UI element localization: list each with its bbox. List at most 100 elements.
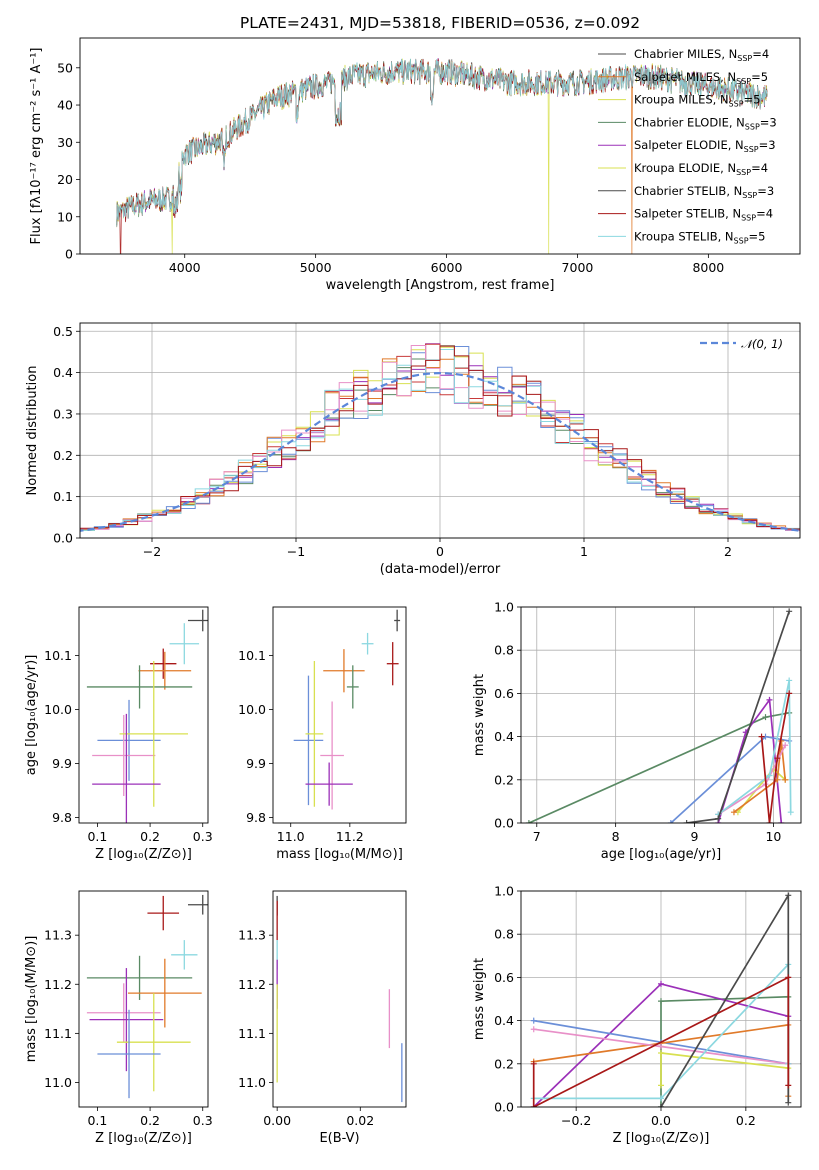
axes-frame bbox=[79, 322, 801, 539]
y-tick-label: 0.5 bbox=[53, 324, 73, 339]
y-tick-label: 10.1 bbox=[44, 648, 72, 663]
legend-entry: Chabrier STELIB, NSSP=3 bbox=[634, 184, 774, 200]
figure-title: PLATE=2431, MJD=53818, FIBERID=0536, z=0… bbox=[240, 14, 640, 32]
y-tick-label: 11.2 bbox=[44, 977, 72, 992]
weight-line bbox=[660, 1052, 789, 1086]
weight-marker bbox=[715, 815, 722, 822]
y-tick-label: 1.0 bbox=[494, 884, 514, 899]
x-axis-label: E(B-V) bbox=[319, 1131, 359, 1146]
legend-entry: Salpeter MILES, NSSP=5 bbox=[634, 70, 768, 86]
legend: Chabrier MILES, NSSP=4 Salpeter MILES, NS… bbox=[598, 47, 777, 245]
weight-line bbox=[528, 711, 790, 823]
plot-area bbox=[116, 58, 768, 254]
axes-frame bbox=[520, 606, 802, 824]
weight-marker bbox=[658, 1095, 664, 1102]
x-axis-label: Z [log₁₀(Z/Z⊙)] bbox=[613, 1131, 710, 1146]
x-tick-label: 0.0 bbox=[651, 1113, 671, 1128]
y-tick-label: 0.4 bbox=[53, 365, 73, 380]
weight-marker bbox=[782, 742, 789, 749]
x-tick-label: 0.2 bbox=[736, 1113, 756, 1128]
legend-entry: Kroupa ELODIE, NSSP=4 bbox=[634, 161, 768, 177]
weight-marker bbox=[778, 820, 785, 823]
y-tick-label: 0.4 bbox=[494, 1013, 514, 1028]
y-tick-label: 0.6 bbox=[494, 970, 514, 985]
x-tick-label: −1 bbox=[287, 544, 305, 559]
spectrum-line bbox=[116, 58, 768, 227]
weight-marker bbox=[530, 1026, 537, 1033]
y-tick-label: 10 bbox=[57, 209, 73, 224]
spectrum-line bbox=[116, 58, 768, 254]
weight-marker bbox=[785, 1099, 792, 1106]
y-axis-label: mass weight bbox=[472, 958, 487, 1040]
weight-marker bbox=[730, 809, 737, 816]
weight-marker bbox=[766, 820, 773, 823]
weight-marker bbox=[786, 608, 793, 615]
weight-marker bbox=[658, 1050, 664, 1056]
plot-area bbox=[276, 895, 403, 1103]
weight-marker bbox=[658, 1082, 664, 1089]
y-axis-label: mass [log₁₀(M/M⊙)] bbox=[24, 936, 39, 1063]
histogram-step bbox=[80, 345, 800, 534]
x-tick-label: 6000 bbox=[431, 260, 463, 275]
panel-mass-vs-ebv: 0.00 0.02 11.0 11.1 11.2 11.3 E(B-V) bbox=[238, 890, 407, 1146]
weight-marker bbox=[774, 755, 781, 762]
y-tick-label: 30 bbox=[57, 135, 73, 150]
x-axis-label: (data-model)/error bbox=[380, 562, 501, 577]
y-tick-label: 50 bbox=[57, 60, 73, 75]
y-tick-label: 9.9 bbox=[52, 756, 72, 771]
weight-marker bbox=[762, 714, 769, 721]
y-tick-label: 11.1 bbox=[44, 1026, 72, 1041]
x-tick-label: 11.0 bbox=[277, 829, 305, 844]
y-tick-label: 0 bbox=[65, 247, 73, 262]
panel-mass-vs-z: 0.1 0.2 0.3 11.0 11.1 11.2 11.3 Z [log₁₀(Z/Z⊙)]… bbox=[24, 890, 213, 1146]
y-tick-label: 11.3 bbox=[44, 928, 72, 943]
plot-area bbox=[525, 608, 794, 823]
y-tick-label: 0.2 bbox=[494, 1056, 514, 1071]
weight-line bbox=[760, 693, 791, 823]
weight-marker bbox=[785, 1082, 792, 1089]
panel-residuals: −2 −1 0 1 2 0.0 0.1 0.2 0.3 0.4 0.5 (data-model)/er… bbox=[25, 322, 801, 577]
x-tick-label: 2 bbox=[724, 544, 732, 559]
y-tick-label: 10.0 bbox=[44, 702, 72, 717]
y-tick-label: 0.4 bbox=[494, 729, 514, 744]
x-tick-label: 10 bbox=[765, 829, 781, 844]
x-tick-label: −0.2 bbox=[561, 1113, 591, 1128]
y-axis-label: Normed distribution bbox=[25, 366, 40, 496]
panel-weight-vs-age: 7 8 9 10 0.0 0.2 0.4 0.6 0.8 1.0 age [log₁₀(age/yr… bbox=[472, 600, 802, 862]
plot-area bbox=[80, 343, 800, 534]
y-tick-label: 1.0 bbox=[494, 600, 514, 615]
weight-marker bbox=[530, 1060, 537, 1067]
weight-marker bbox=[766, 696, 773, 703]
x-tick-label: 7 bbox=[533, 829, 541, 844]
y-tick-label: 11.3 bbox=[238, 928, 266, 943]
x-axis-label: mass [log₁₀(M/M⊙)] bbox=[276, 847, 403, 862]
plot-area bbox=[530, 892, 792, 1107]
spectrum-line bbox=[116, 60, 768, 254]
spectrum-line bbox=[116, 59, 768, 254]
x-tick-label: 5000 bbox=[300, 260, 332, 275]
axes-frame bbox=[520, 890, 802, 1108]
panel-age-vs-z: 0.1 0.2 0.3 9.8 9.9 10.0 10.1 Z [log₁₀(Z/Z⊙)] ag… bbox=[24, 606, 213, 862]
y-tick-label: 0.0 bbox=[53, 531, 73, 546]
gaussian-curve bbox=[80, 371, 800, 532]
y-tick-label: 11.1 bbox=[238, 1026, 266, 1041]
legend-entry: Kroupa STELIB, NSSP=5 bbox=[634, 229, 765, 245]
x-tick-label: 1 bbox=[580, 544, 588, 559]
weight-marker bbox=[525, 820, 532, 823]
weight-marker bbox=[658, 1104, 664, 1107]
weight-marker bbox=[530, 1017, 537, 1024]
x-tick-label: 0.00 bbox=[263, 1113, 291, 1128]
legend-entry: 𝒩(0, 1) bbox=[741, 337, 783, 351]
y-axis-label: age [log₁₀(age/yr)] bbox=[24, 655, 39, 776]
x-tick-label: 7000 bbox=[562, 260, 594, 275]
x-tick-label: 9 bbox=[691, 829, 699, 844]
x-axis-label: Z [log₁₀(Z/Z⊙)] bbox=[95, 1131, 192, 1146]
y-tick-label: 0.8 bbox=[494, 643, 514, 658]
x-tick-label: 0.3 bbox=[193, 1113, 213, 1128]
weight-line bbox=[660, 995, 790, 1107]
y-tick-label: 10.1 bbox=[238, 648, 266, 663]
weight-line bbox=[532, 976, 790, 1107]
weight-line bbox=[733, 740, 787, 813]
weight-marker bbox=[785, 892, 792, 899]
